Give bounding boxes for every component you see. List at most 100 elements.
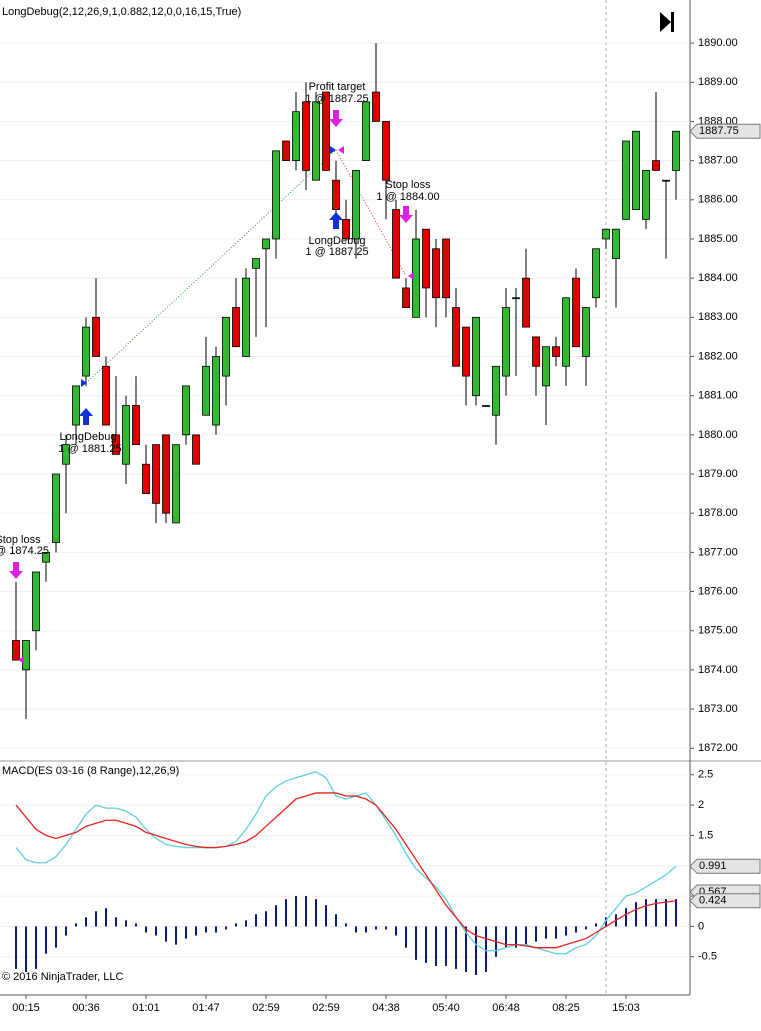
candle-body — [92, 316, 100, 357]
histogram-bar — [645, 899, 647, 927]
x-tick-label: 05:40 — [432, 1002, 460, 1014]
histogram-bar — [355, 926, 357, 933]
sell-arrow — [329, 110, 343, 127]
exit-marker — [18, 656, 24, 664]
candle-body — [652, 160, 660, 171]
histogram-bar — [465, 926, 467, 972]
histogram-bar — [595, 923, 597, 927]
marks — [12, 43, 680, 975]
value-marker — [689, 858, 761, 874]
histogram-bar — [185, 926, 187, 939]
y-tick-label: 0 — [698, 920, 704, 932]
candle-body — [402, 287, 410, 308]
histogram-bar — [235, 923, 237, 927]
play-bar[interactable] — [671, 12, 674, 32]
candle-body — [312, 101, 320, 181]
histogram-bar — [145, 926, 147, 933]
candle-body — [612, 228, 620, 259]
histogram-bar — [375, 926, 377, 930]
x-tick-label: 04:38 — [372, 1002, 400, 1014]
exit-marker — [338, 146, 344, 154]
histogram-bar — [225, 926, 227, 930]
y-tick-label: 1881.00 — [698, 390, 738, 402]
x-tick-label: 01:01 — [132, 1002, 160, 1014]
histogram-bar — [195, 926, 197, 936]
candle-body — [82, 326, 90, 377]
histogram-bar — [285, 899, 287, 927]
candle-body — [462, 326, 470, 377]
histogram-bar — [585, 926, 587, 930]
y-tick-label: 1880.00 — [698, 429, 738, 441]
indicator-line — [15, 771, 677, 955]
candle-body — [262, 238, 270, 250]
histogram-bar — [545, 926, 547, 939]
y-tick-label: 2.5 — [698, 769, 713, 781]
annotation: Stop loss — [0, 534, 41, 546]
candle-body — [202, 365, 210, 416]
candle-body — [362, 101, 370, 162]
histogram-bar — [65, 926, 67, 936]
candle-body — [22, 640, 30, 671]
histogram-bar — [25, 926, 27, 972]
annotation: @ 1874.25 — [0, 545, 49, 557]
exit-marker — [408, 272, 414, 280]
x-tick-label: 02:59 — [312, 1002, 340, 1014]
histogram-bar — [165, 926, 167, 942]
candle-body — [132, 405, 140, 446]
histogram-bar — [415, 926, 417, 960]
value-marker-label: 0.991 — [699, 860, 727, 872]
sell-arrow — [399, 206, 413, 223]
histogram-bar — [55, 926, 57, 948]
play-icon[interactable] — [660, 12, 674, 32]
y-tick-label: -0.5 — [698, 951, 717, 963]
histogram-bar — [575, 926, 577, 933]
candle-body — [512, 297, 520, 300]
candle-body — [242, 277, 250, 357]
candle-body — [142, 463, 150, 495]
candle-body — [332, 179, 340, 210]
histogram-bar — [45, 926, 47, 954]
annotations: Stop loss @ 1874.25 LongDebug 1 @ 1881.2… — [0, 81, 440, 557]
candle-body — [32, 571, 40, 632]
histogram-bar — [305, 896, 307, 927]
histogram-bar — [275, 905, 277, 927]
candle-body — [42, 551, 50, 563]
y-tick-label: 1875.00 — [698, 625, 738, 637]
y-tick-label: 1877.00 — [698, 546, 738, 558]
candle-body — [602, 228, 610, 240]
candle-body — [162, 434, 170, 514]
candle-body — [502, 307, 510, 377]
candle-body — [442, 238, 450, 299]
axis-markers: 1872.00 1873.00 1874.00 1875.00 1876.00 1877.… — [12, 37, 761, 1014]
execution-markers — [9, 110, 414, 664]
candle-body — [422, 228, 430, 289]
indicator-title: MACD(ES 03-16 (8 Range),12,26,9) — [2, 765, 179, 777]
buy-arrow — [329, 212, 343, 229]
annotation: Profit target — [309, 81, 366, 93]
value-marker-label: 1887.75 — [699, 125, 739, 137]
candle-body — [212, 356, 220, 426]
x-tick-label: 15:03 — [612, 1002, 640, 1014]
histogram-bar — [655, 899, 657, 927]
candle-body — [382, 121, 390, 181]
histogram-bar — [535, 926, 537, 942]
value-marker — [689, 123, 761, 139]
value-marker — [689, 893, 761, 909]
candle-body — [482, 405, 490, 407]
play-triangle[interactable] — [660, 12, 671, 32]
histogram-bar — [85, 917, 87, 927]
candle-body — [182, 385, 190, 436]
annotation: Stop loss — [385, 179, 431, 191]
y-tick-label: 1890.00 — [698, 37, 738, 49]
histogram-bar — [215, 926, 217, 933]
histogram-bar — [515, 926, 517, 948]
histogram-bar — [315, 899, 317, 927]
histogram-bar — [345, 923, 347, 927]
histogram-bar — [155, 926, 157, 936]
histogram-bar — [505, 926, 507, 948]
histogram-bar — [605, 917, 607, 927]
histogram-bar — [325, 905, 327, 927]
histogram-bar — [405, 926, 407, 948]
candle-body — [642, 170, 650, 220]
candle-body — [102, 365, 110, 426]
